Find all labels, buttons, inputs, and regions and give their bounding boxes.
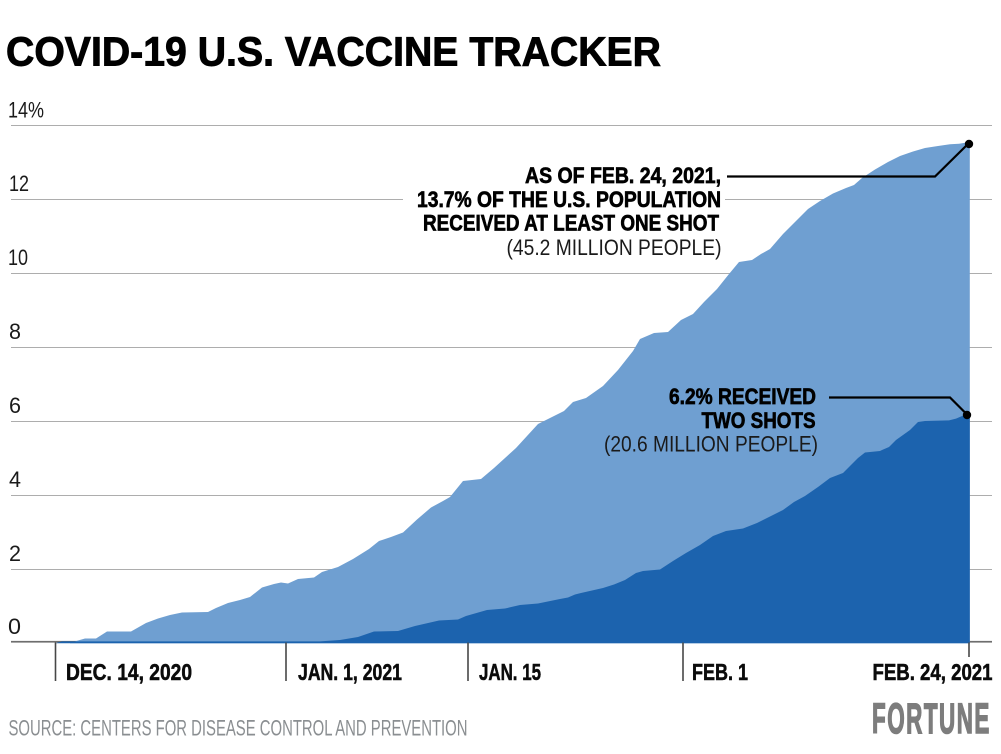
svg-text:0: 0 <box>8 614 21 639</box>
svg-text:JAN. 15: JAN. 15 <box>479 659 541 685</box>
svg-text:RECEIVED AT LEAST ONE SHOT: RECEIVED AT LEAST ONE SHOT <box>423 211 719 236</box>
svg-text:FEB. 1: FEB. 1 <box>692 659 748 685</box>
svg-text:JAN. 1, 2021: JAN. 1, 2021 <box>298 659 402 685</box>
svg-text:FORTUNE: FORTUNE <box>872 696 991 743</box>
svg-text:(20.6 MILLION PEOPLE): (20.6 MILLION PEOPLE) <box>604 432 818 457</box>
svg-text:2: 2 <box>9 541 21 566</box>
svg-text:12: 12 <box>9 171 29 196</box>
svg-text:(45.2 MILLION PEOPLE): (45.2 MILLION PEOPLE) <box>507 235 722 260</box>
svg-text:DEC. 14, 2020: DEC. 14, 2020 <box>66 659 192 685</box>
svg-text:COVID-19 U.S. VACCINE TRACKER: COVID-19 U.S. VACCINE TRACKER <box>6 28 661 74</box>
svg-text:FEB. 24, 2021: FEB. 24, 2021 <box>873 659 993 685</box>
svg-text:10: 10 <box>8 245 28 270</box>
svg-text:13.7% OF THE U.S. POPULATION: 13.7% OF THE U.S. POPULATION <box>417 187 721 212</box>
svg-text:6.2% RECEIVED: 6.2% RECEIVED <box>669 384 816 409</box>
svg-text:4: 4 <box>9 467 21 492</box>
svg-text:14%: 14% <box>8 98 44 123</box>
svg-text:SOURCE: CENTERS FOR DISEASE CO: SOURCE: CENTERS FOR DISEASE CONTROL AND … <box>9 716 468 741</box>
svg-text:AS OF FEB. 24, 2021,: AS OF FEB. 24, 2021, <box>525 163 721 188</box>
svg-text:6: 6 <box>9 393 21 418</box>
svg-text:8: 8 <box>9 319 21 344</box>
svg-text:TWO SHOTS: TWO SHOTS <box>702 408 816 433</box>
